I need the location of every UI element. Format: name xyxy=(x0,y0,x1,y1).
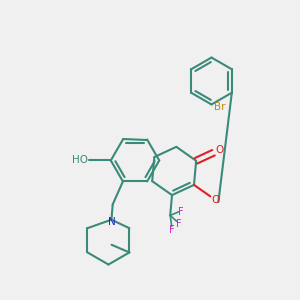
Text: HO: HO xyxy=(71,155,88,165)
Text: F: F xyxy=(178,207,184,217)
Text: N: N xyxy=(108,217,116,227)
Text: O: O xyxy=(212,195,220,205)
Text: Br: Br xyxy=(214,103,226,112)
Text: O: O xyxy=(215,145,223,155)
Text: F: F xyxy=(169,225,175,235)
Text: F: F xyxy=(176,219,182,229)
